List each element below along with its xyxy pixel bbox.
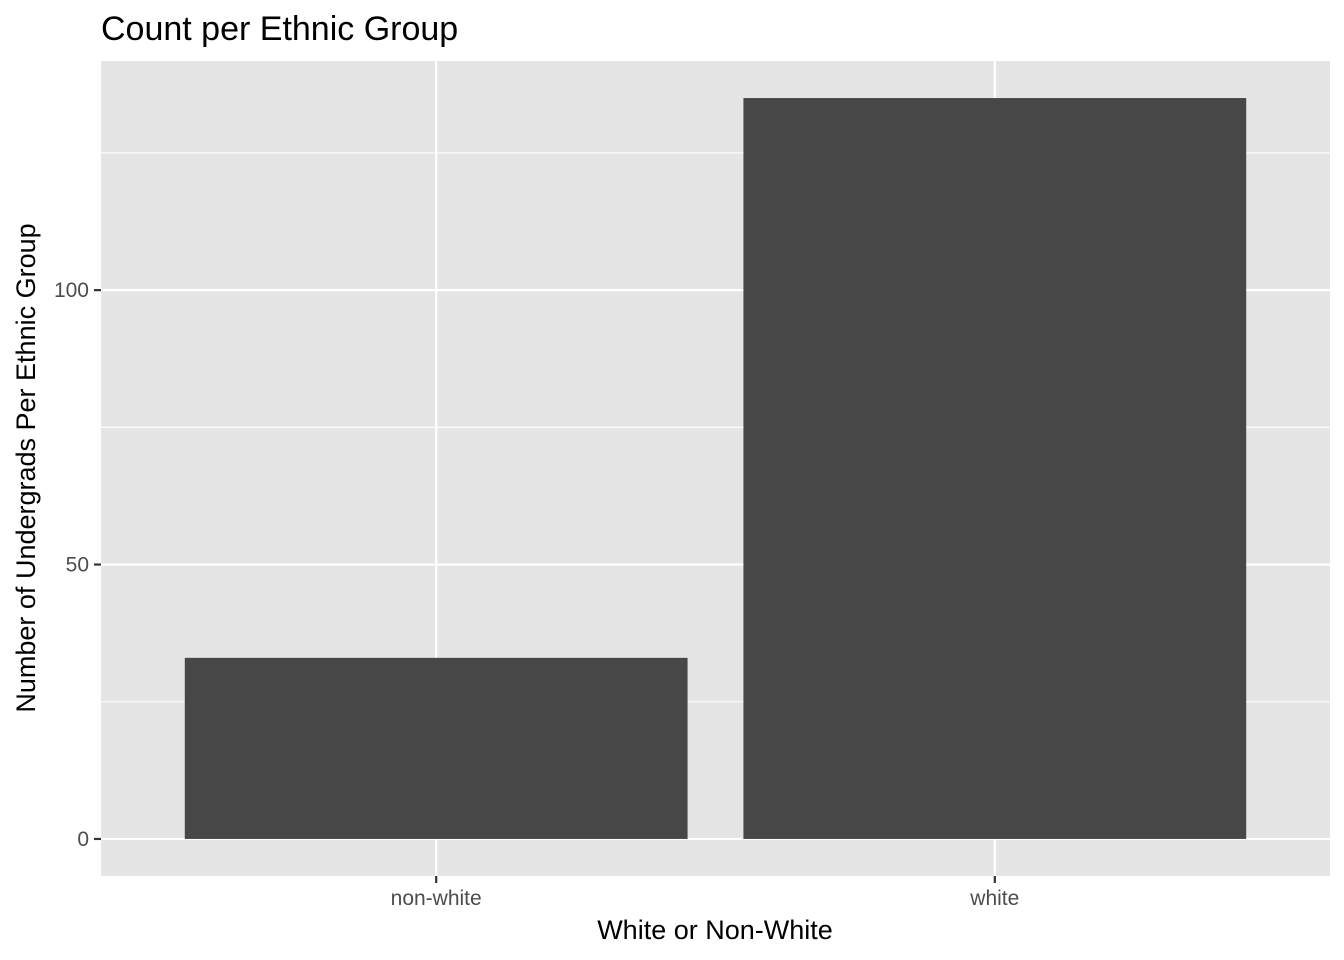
x-tick-label: white: [969, 887, 1019, 910]
chart-title: Count per Ethnic Group: [101, 10, 458, 48]
x-tick-label: non-white: [391, 887, 482, 910]
x-axis: non-white white: [391, 876, 1019, 910]
bars: [184, 98, 1247, 839]
y-axis: 0 50 100: [54, 279, 101, 851]
y-tick-label: 0: [77, 828, 89, 851]
y-tick-label: 50: [66, 554, 89, 577]
y-tick-label: 100: [54, 279, 89, 302]
bar-white: [743, 98, 1247, 839]
x-axis-title: White or Non-White: [597, 915, 833, 945]
y-axis-title: Number of Undergrads Per Ethnic Group: [11, 223, 41, 712]
bar-non-white: [184, 657, 688, 839]
